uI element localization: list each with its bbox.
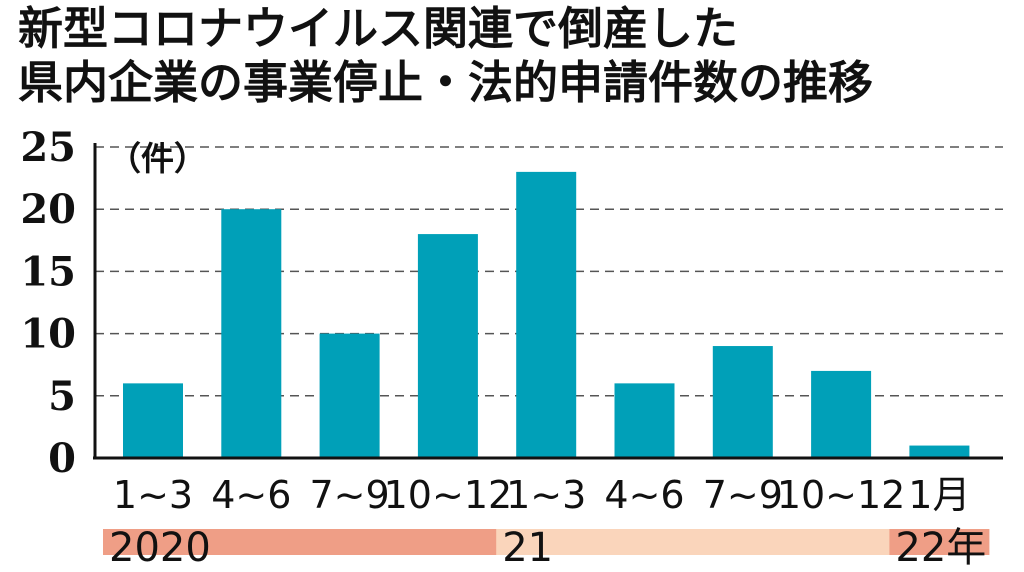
year-label: 22年 (895, 525, 986, 571)
x-tick-label: 10~12 (777, 473, 906, 517)
bar (614, 383, 675, 458)
y-tick-label: 10 (20, 311, 76, 358)
bar (319, 333, 380, 458)
y-tick-labels: 0 5 10 15 20 25 (20, 124, 76, 482)
y-tick-label: 25 (20, 124, 76, 171)
year-band (103, 529, 498, 555)
x-tick-label: 1~3 (506, 473, 586, 517)
x-tick-label: 7~9 (309, 473, 389, 517)
y-tick-label: 5 (48, 373, 76, 420)
bar (811, 370, 872, 458)
y-unit-label: （件） (108, 139, 207, 178)
year-label: 2020 (109, 525, 211, 571)
bar (909, 445, 970, 458)
y-tick-label: 20 (20, 186, 76, 233)
bars (123, 171, 970, 458)
y-tick-label: 0 (48, 435, 76, 482)
x-tick-label: 4~6 (604, 473, 684, 517)
x-tick-label: 10~12 (384, 473, 513, 517)
bar (221, 209, 282, 458)
axes (93, 143, 1003, 460)
x-tick-label: 7~9 (703, 473, 783, 517)
bar (417, 234, 478, 458)
year-band (889, 529, 990, 555)
x-tick-label: 1月 (908, 473, 970, 517)
chart-title-line-1: 新型コロナウイルス関連で倒産した (18, 2, 739, 55)
bar (712, 346, 773, 458)
y-tick-label: 15 (20, 248, 76, 295)
bar (516, 171, 577, 458)
bar (123, 383, 183, 458)
year-band (496, 529, 892, 555)
x-tick-labels: 1~3 4~6 7~910~121~3 4~6 7~910~12 1月 (113, 473, 971, 517)
chart-title-line-2: 県内企業の事業停止・法的申請件数の推移 (18, 56, 874, 109)
year-label: 21 (502, 525, 553, 571)
x-tick-label: 4~6 (211, 473, 291, 517)
x-tick-label: 1~3 (113, 473, 193, 517)
year-bands: 2020 21 22年 (103, 525, 990, 571)
